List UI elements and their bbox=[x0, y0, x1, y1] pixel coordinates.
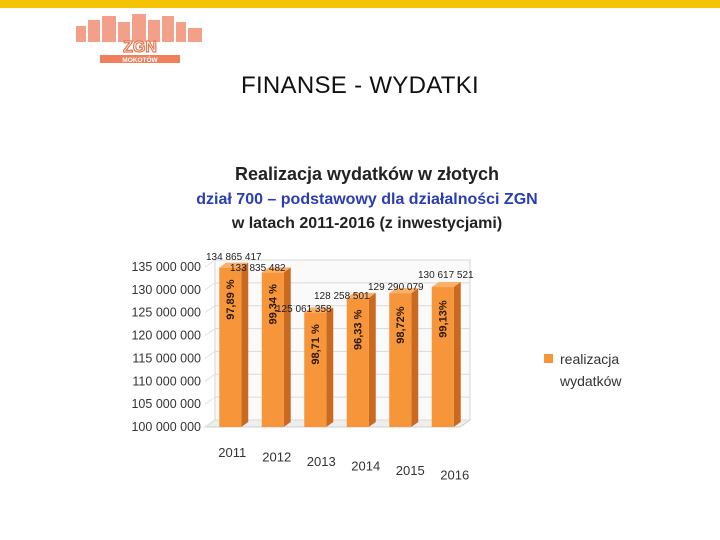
x-tick-label: 2015 bbox=[396, 463, 425, 478]
plot-area: 100 000 000 105 000 000 110 000 000 115 000… bbox=[131, 252, 474, 483]
bar bbox=[219, 267, 242, 427]
top-accent-bar bbox=[0, 0, 720, 8]
legend: realizacja wydatków bbox=[544, 351, 622, 389]
bar bbox=[389, 293, 412, 427]
legend-swatch bbox=[544, 354, 553, 363]
bar bbox=[304, 312, 327, 427]
chart-subtitle-line1: dział 700 – podstawowy dla działalności … bbox=[196, 191, 537, 208]
x-tick-label: 2016 bbox=[440, 468, 469, 483]
bar-top bbox=[431, 282, 461, 288]
logo-text: ZGN bbox=[123, 39, 157, 56]
y-tick-label: 115 000 000 bbox=[132, 351, 201, 365]
bar-value-label: 130 617 521 bbox=[418, 270, 474, 281]
chart-title: Realizacja wydatków w złotych bbox=[235, 164, 499, 184]
chart-subtitle-line2: w latach 2011-2016 (z inwestycjami) bbox=[231, 215, 502, 232]
x-tick-label: 2011 bbox=[218, 445, 246, 460]
slide-title: FINANSE - WYDATKI bbox=[241, 72, 479, 99]
y-tick-label: 120 000 000 bbox=[131, 329, 201, 343]
gridline-side bbox=[204, 396, 216, 405]
bar-percent-label: 99,34 % bbox=[268, 284, 280, 325]
bar-percent-label: 99,13% bbox=[438, 300, 450, 338]
y-tick-label: 125 000 000 bbox=[131, 306, 201, 320]
chart: Realizacja wydatków w złotych dział 700 … bbox=[131, 164, 622, 483]
bar-side bbox=[411, 288, 419, 427]
gridline-side bbox=[204, 282, 216, 291]
bar-percent-label: 98,71 % bbox=[310, 324, 322, 365]
gridline-side bbox=[204, 419, 216, 428]
bar bbox=[431, 287, 454, 427]
bar-top bbox=[346, 292, 376, 298]
gridline-side bbox=[204, 328, 216, 336]
bar bbox=[261, 272, 284, 427]
y-tick-label: 100 000 000 bbox=[131, 420, 201, 434]
bar bbox=[346, 297, 369, 427]
bar-side bbox=[326, 307, 334, 427]
y-tick-label: 135 000 000 bbox=[131, 260, 201, 274]
bar-top bbox=[389, 288, 419, 294]
bar-side bbox=[368, 292, 376, 427]
bar-side bbox=[453, 282, 461, 427]
x-tick-label: 2013 bbox=[307, 454, 336, 469]
bar-side bbox=[241, 262, 249, 427]
bar-value-label: 134 865 417 bbox=[206, 252, 262, 263]
legend-label-line1: realizacja bbox=[560, 351, 619, 367]
bar-value-label: 133 835 482 bbox=[230, 263, 286, 274]
bar-value-label: 129 290 079 bbox=[368, 282, 424, 293]
bar-percent-label: 98,72% bbox=[395, 306, 407, 344]
x-tick-label: 2014 bbox=[351, 459, 380, 474]
logo-subtext: MOKOTÓW bbox=[122, 55, 158, 64]
legend-label-line2: wydatków bbox=[559, 373, 622, 389]
y-tick-label: 130 000 000 bbox=[131, 283, 201, 297]
bar-top bbox=[261, 267, 291, 273]
bar-value-label: 128 258 501 bbox=[314, 291, 370, 302]
gridline-side bbox=[204, 259, 216, 268]
bar-side bbox=[283, 267, 291, 427]
gridline-side bbox=[204, 373, 216, 382]
gridline-side bbox=[204, 351, 216, 359]
bar-top bbox=[304, 307, 334, 313]
gridline-side bbox=[204, 305, 216, 314]
bar-percent-label: 97,89 % bbox=[225, 279, 237, 320]
zgn-logo: ZGN MOKOTÓW bbox=[76, 14, 202, 64]
bar-value-label: 125 061 358 bbox=[276, 304, 332, 315]
y-tick-label: 105 000 000 bbox=[131, 397, 201, 411]
bar-top bbox=[219, 262, 249, 268]
bar-percent-label: 96,33 % bbox=[353, 309, 365, 350]
y-tick-label: 110 000 000 bbox=[132, 374, 201, 388]
x-tick-label: 2012 bbox=[262, 450, 291, 465]
